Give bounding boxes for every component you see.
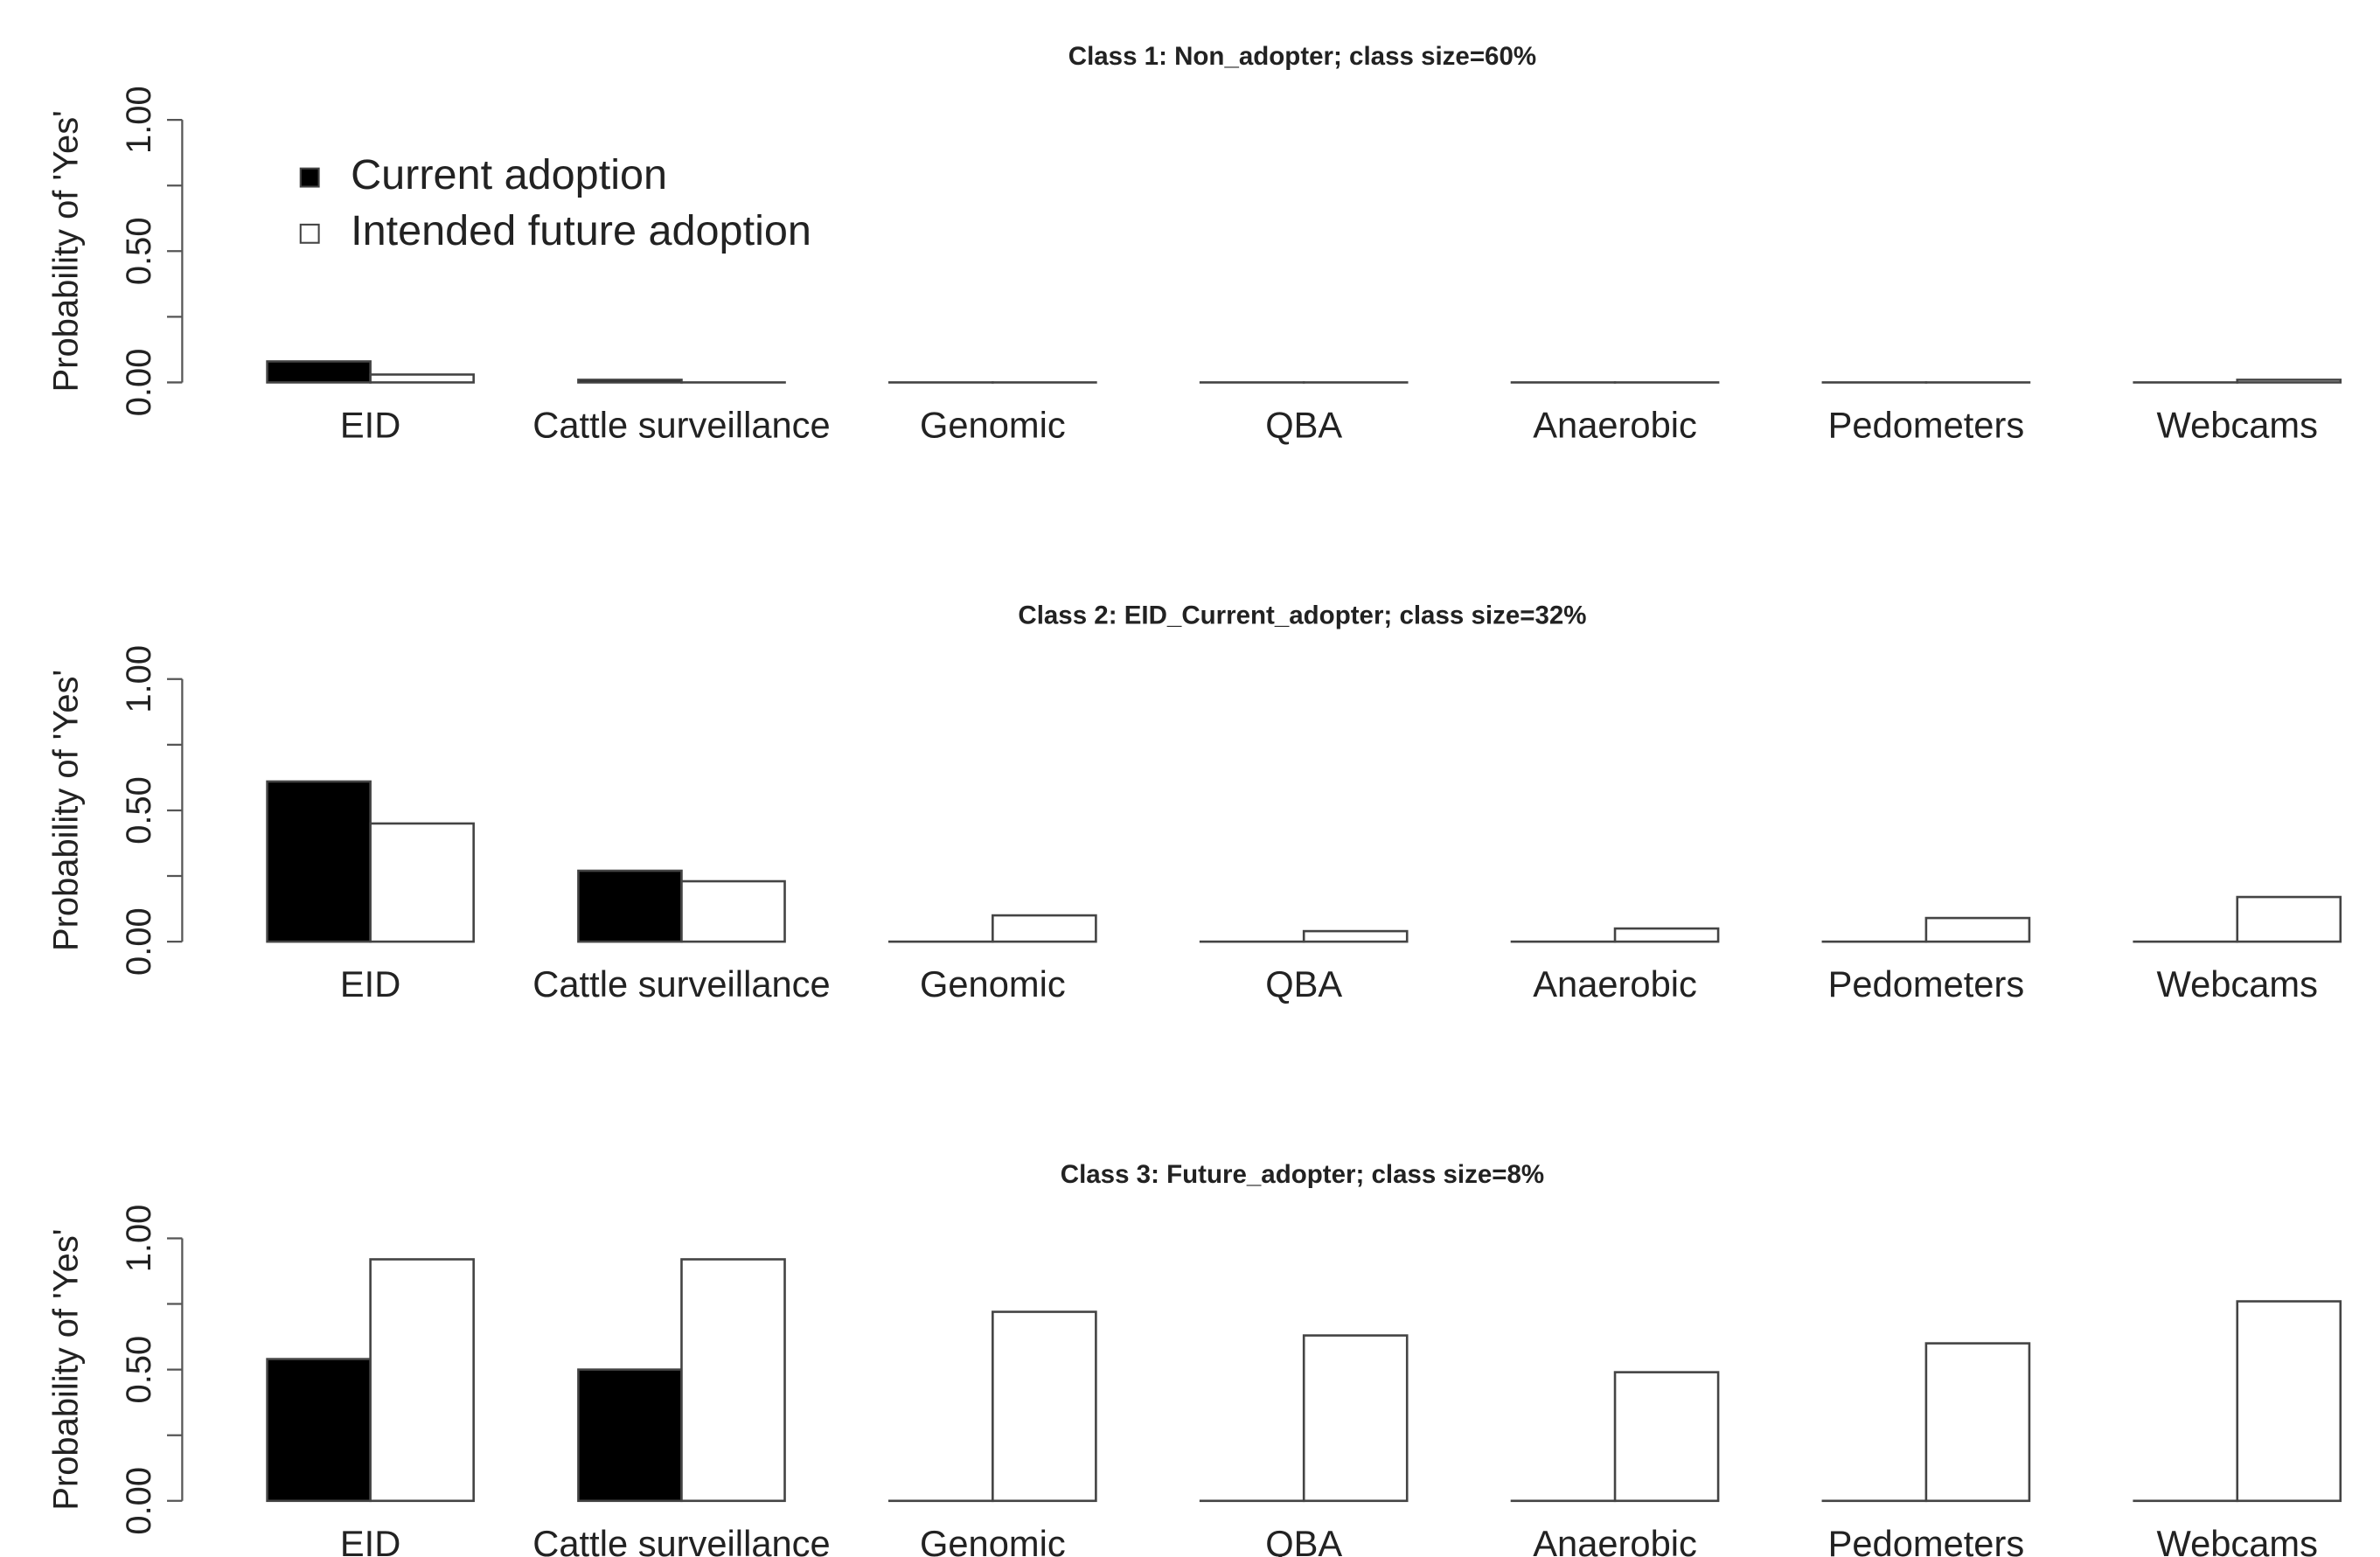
bar bbox=[1924, 1342, 2031, 1503]
legend-swatch bbox=[299, 167, 320, 188]
bar bbox=[369, 822, 475, 943]
bar bbox=[992, 1310, 1097, 1503]
y-tick-label: 0.00 bbox=[120, 1467, 158, 1535]
y-axis-label: Probability of 'Yes' bbox=[47, 110, 86, 392]
y-tick-label: 0.50 bbox=[120, 217, 158, 285]
bar bbox=[1302, 929, 1409, 943]
x-tick-label: Cattle surveillance bbox=[532, 963, 830, 1004]
bar bbox=[680, 879, 786, 943]
bar bbox=[266, 360, 372, 384]
chart-title: Class 1: Non_adopter; class size=60% bbox=[1068, 42, 1536, 71]
y-axis-label: Probability of 'Yes' bbox=[47, 670, 86, 951]
x-tick-label: Genomic bbox=[920, 1523, 1066, 1557]
bar bbox=[2236, 379, 2342, 384]
y-tick-label: 0.00 bbox=[120, 907, 158, 976]
x-tick-label: Anaerobic bbox=[1533, 1523, 1697, 1557]
bar bbox=[992, 914, 1097, 943]
x-tick-label: Pedometers bbox=[1828, 405, 2025, 446]
legend-swatch bbox=[299, 223, 320, 244]
legend-label: Intended future adoption bbox=[351, 207, 811, 254]
chart-title: Class 2: EID_Current_adopter; class size… bbox=[1018, 601, 1586, 629]
x-tick-label: Genomic bbox=[920, 405, 1066, 446]
y-tick-label: 0.00 bbox=[120, 349, 158, 417]
bar bbox=[1613, 927, 1720, 943]
chart-title: Class 3: Future_adopter; class size=8% bbox=[1061, 1160, 1544, 1189]
x-tick-label: Pedometers bbox=[1828, 1523, 2025, 1557]
x-tick-label: Pedometers bbox=[1828, 963, 2025, 1004]
bar bbox=[1924, 916, 2031, 943]
bar bbox=[1302, 1334, 1409, 1503]
bar bbox=[2236, 895, 2342, 943]
y-tick-label: 1.00 bbox=[120, 1205, 158, 1273]
x-tick-label: Anaerobic bbox=[1533, 405, 1697, 446]
y-tick-label: 0.50 bbox=[120, 776, 158, 845]
y-tick-label: 1.00 bbox=[120, 86, 158, 154]
x-tick-label: QBA bbox=[1265, 963, 1342, 1004]
bar bbox=[577, 869, 683, 943]
bar bbox=[1613, 1371, 1720, 1503]
x-tick-label: EID bbox=[340, 963, 400, 1004]
y-tick-label: 0.50 bbox=[120, 1336, 158, 1404]
x-tick-label: QBA bbox=[1265, 1523, 1342, 1557]
x-tick-label: Genomic bbox=[920, 963, 1066, 1004]
legend-label: Current adoption bbox=[351, 151, 667, 198]
x-tick-label: Cattle surveillance bbox=[532, 405, 830, 446]
bar bbox=[266, 780, 372, 943]
y-tick-label: 1.00 bbox=[120, 645, 158, 713]
x-tick-label: Cattle surveillance bbox=[532, 1523, 830, 1557]
x-tick-label: QBA bbox=[1265, 405, 1342, 446]
y-axis-label: Probability of 'Yes' bbox=[47, 1229, 86, 1511]
bar bbox=[369, 373, 475, 384]
bar bbox=[680, 1258, 786, 1503]
bar bbox=[2236, 1300, 2342, 1503]
x-tick-label: Webcams bbox=[2157, 1523, 2318, 1557]
bar bbox=[577, 379, 683, 384]
bar bbox=[577, 1368, 683, 1503]
x-tick-label: Webcams bbox=[2157, 963, 2318, 1004]
bar bbox=[369, 1258, 475, 1503]
x-tick-label: EID bbox=[340, 1523, 400, 1557]
x-tick-label: Anaerobic bbox=[1533, 963, 1697, 1004]
bar bbox=[266, 1358, 372, 1503]
x-tick-label: EID bbox=[340, 405, 400, 446]
x-tick-label: Webcams bbox=[2157, 405, 2318, 446]
